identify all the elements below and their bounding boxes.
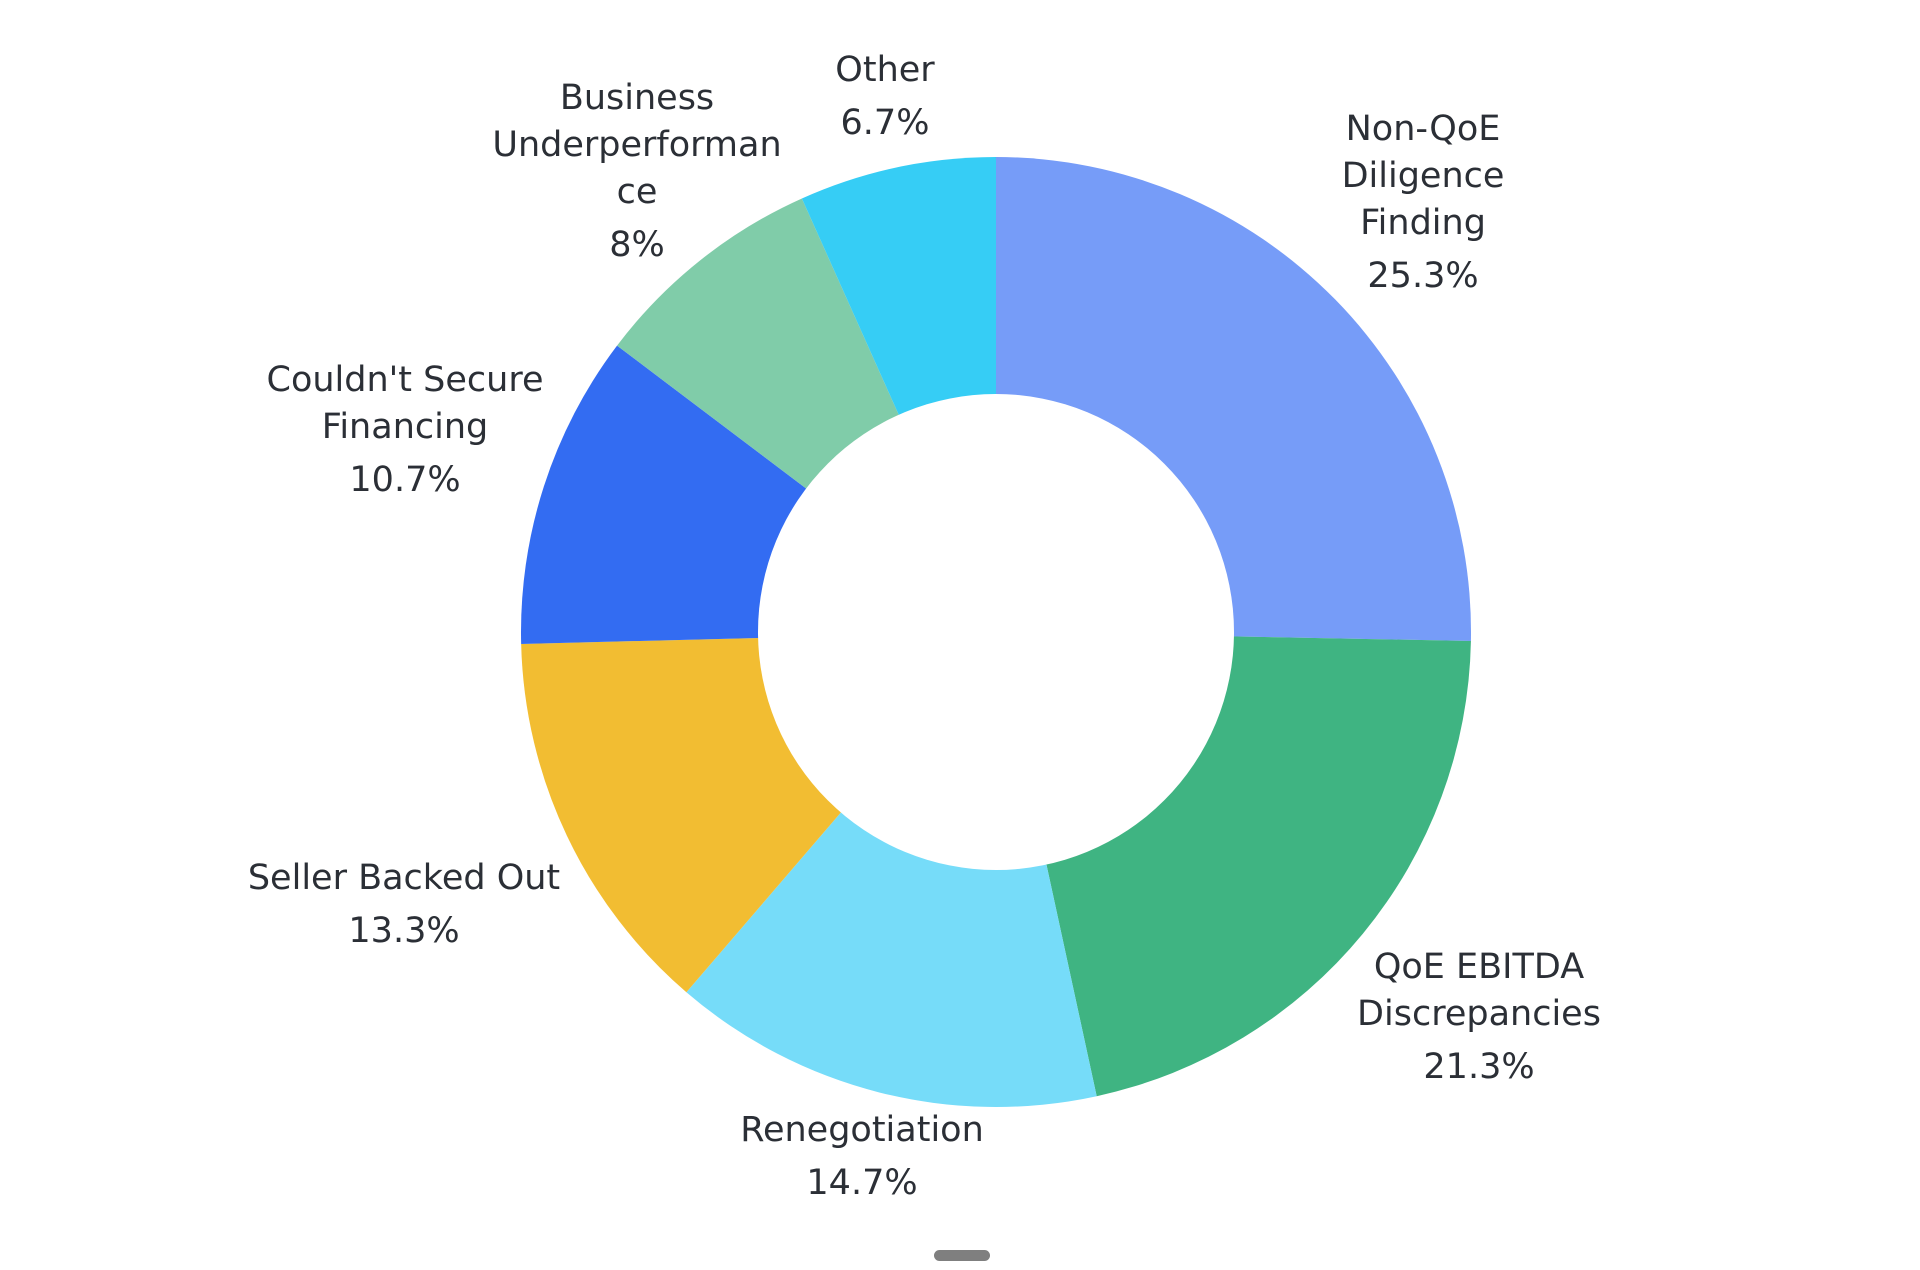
slice-label-line: QoE EBITDA (1374, 947, 1584, 987)
slice-label-line: Seller Backed Out (248, 858, 560, 898)
slice-percent: 21.3% (1423, 1047, 1534, 1087)
slice-label-1: QoE EBITDA Discrepancies 21.3% (1357, 947, 1601, 1087)
slice-label-4: Couldn't Secure Financing 10.7% (267, 360, 544, 500)
slice-label-line: Discrepancies (1357, 994, 1601, 1034)
slice-label-line: ce (617, 172, 658, 212)
drag-handle[interactable] (934, 1250, 990, 1261)
slice-label-line: Finding (1360, 203, 1486, 243)
slice-label-2: Renegotiation 14.7% (740, 1110, 984, 1203)
slice-label-6: Other 6.7% (835, 50, 935, 143)
slice-label-line: Renegotiation (740, 1110, 984, 1150)
slice-percent: 6.7% (841, 103, 930, 143)
slice-label-line: Underperforman (492, 125, 781, 165)
slice-label-line: Financing (322, 407, 489, 447)
slice-percent: 10.7% (349, 460, 460, 500)
slice-label-line: Non-QoE (1346, 109, 1501, 149)
slice-label-line: Other (835, 50, 935, 90)
slice-labels: Non-QoE Diligence Finding 25.3% QoE EBITDA Di… (248, 50, 1601, 1203)
slice-label-line: Couldn't Secure (267, 360, 544, 400)
slice-label-5: Business Underperforman ce 8% (492, 78, 781, 265)
slice-percent: 8% (609, 225, 665, 265)
donut-hole (758, 394, 1234, 870)
slice-percent: 25.3% (1367, 256, 1478, 296)
slice-label-line: Diligence (1342, 156, 1505, 196)
slice-label-0: Non-QoE Diligence Finding 25.3% (1342, 109, 1505, 296)
slice-label-3: Seller Backed Out 13.3% (248, 858, 560, 951)
slice-label-line: Business (560, 78, 714, 118)
slice-percent: 13.3% (348, 911, 459, 951)
slice-percent: 14.7% (806, 1163, 917, 1203)
